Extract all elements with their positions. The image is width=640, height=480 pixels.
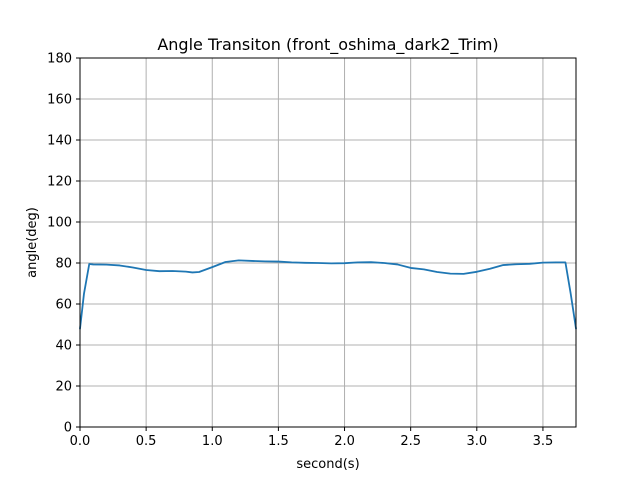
series-layer: [79, 259, 577, 330]
series-line: [79, 259, 577, 330]
y-tick-label: 180: [47, 52, 72, 67]
y-tick-label: 80: [55, 257, 72, 272]
y-tick-label: 0: [64, 421, 72, 436]
x-tick-label: 0.5: [136, 434, 157, 449]
y-axis-label: angle(deg): [25, 207, 40, 278]
y-tick-label: 40: [55, 339, 72, 354]
y-tick-label: 60: [55, 298, 72, 313]
y-tick-label: 120: [47, 175, 72, 190]
y-tick-label: 140: [47, 134, 72, 149]
x-tick-label: 0.0: [70, 434, 91, 449]
y-axis-ticks: 0 20 40 60 80 100 120 140 160 180: [47, 52, 80, 436]
x-tick-label: 2.0: [334, 434, 355, 449]
x-tick-label: 1.5: [268, 434, 289, 449]
y-tick-label: 160: [47, 93, 72, 108]
x-tick-label: 1.0: [202, 434, 223, 449]
y-tick-label: 20: [55, 380, 72, 395]
x-tick-label: 3.5: [533, 434, 554, 449]
x-axis-label: second(s): [296, 457, 359, 472]
x-axis-ticks: 0.0 0.5 1.0 1.5 2.0 2.5 3.0 3.5: [70, 427, 554, 449]
plot-area-frame: [79, 57, 577, 428]
x-tick-label: 3.0: [466, 434, 487, 449]
y-tick-label: 100: [47, 216, 72, 231]
chart-title: Angle Transiton (front_oshima_dark2_Trim…: [157, 35, 498, 55]
x-tick-label: 2.5: [400, 434, 421, 449]
